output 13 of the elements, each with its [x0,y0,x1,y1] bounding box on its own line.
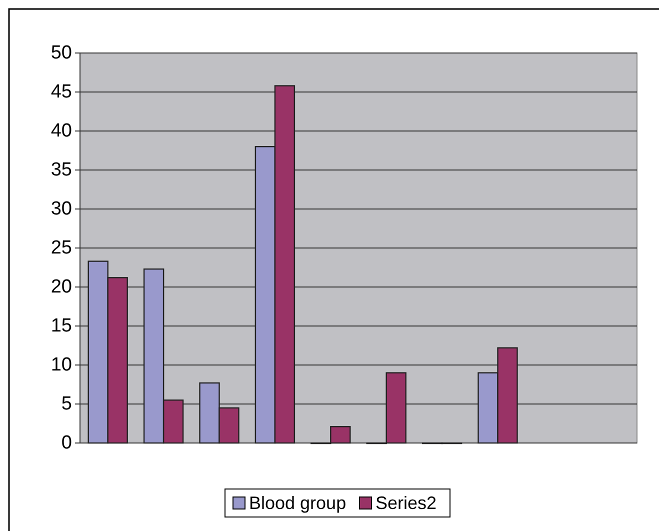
y-tick-label: 40 [50,120,72,142]
y-tick-label: 35 [50,160,72,180]
y-tick-label: 10 [50,354,72,376]
legend-label: Blood group [249,493,346,513]
y-tick-label: 5 [61,394,72,414]
y-tick-label: 45 [50,82,72,102]
y-tick-label: 15 [50,316,72,336]
y-tick-label: 20 [50,276,72,298]
y-tick-label: 30 [50,198,72,220]
y-tick-label: 25 [50,238,72,258]
y-tick-label: 0 [61,432,72,454]
legend-label: Series2 [376,493,437,513]
y-tick-label: 50 [50,42,72,64]
